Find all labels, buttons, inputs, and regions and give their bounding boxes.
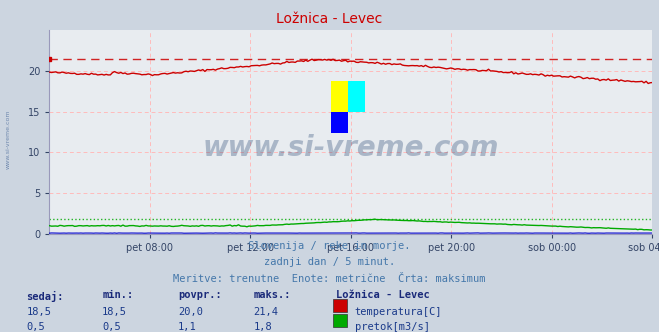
Text: Slovenija / reke in morje.: Slovenija / reke in morje. bbox=[248, 241, 411, 251]
Bar bbox=[331, 112, 348, 133]
Text: povpr.:: povpr.: bbox=[178, 290, 221, 300]
Text: min.:: min.: bbox=[102, 290, 133, 300]
Text: zadnji dan / 5 minut.: zadnji dan / 5 minut. bbox=[264, 257, 395, 267]
Text: 0,5: 0,5 bbox=[102, 322, 121, 332]
Bar bbox=[331, 81, 348, 112]
Text: 0,5: 0,5 bbox=[26, 322, 45, 332]
Bar bbox=[348, 81, 365, 112]
Text: 18,5: 18,5 bbox=[26, 307, 51, 317]
Text: temperatura[C]: temperatura[C] bbox=[355, 307, 442, 317]
Text: Ložnica - Levec: Ložnica - Levec bbox=[276, 12, 383, 26]
Text: Ložnica - Levec: Ložnica - Levec bbox=[336, 290, 430, 300]
Text: pretok[m3/s]: pretok[m3/s] bbox=[355, 322, 430, 332]
Text: maks.:: maks.: bbox=[254, 290, 291, 300]
Text: 1,8: 1,8 bbox=[254, 322, 272, 332]
Text: 1,1: 1,1 bbox=[178, 322, 196, 332]
Text: www.si-vreme.com: www.si-vreme.com bbox=[5, 110, 11, 169]
Text: 20,0: 20,0 bbox=[178, 307, 203, 317]
Text: sedaj:: sedaj: bbox=[26, 290, 64, 301]
Text: 18,5: 18,5 bbox=[102, 307, 127, 317]
Text: Meritve: trenutne  Enote: metrične  Črta: maksimum: Meritve: trenutne Enote: metrične Črta: … bbox=[173, 274, 486, 284]
Text: www.si-vreme.com: www.si-vreme.com bbox=[203, 134, 499, 162]
Text: 21,4: 21,4 bbox=[254, 307, 279, 317]
